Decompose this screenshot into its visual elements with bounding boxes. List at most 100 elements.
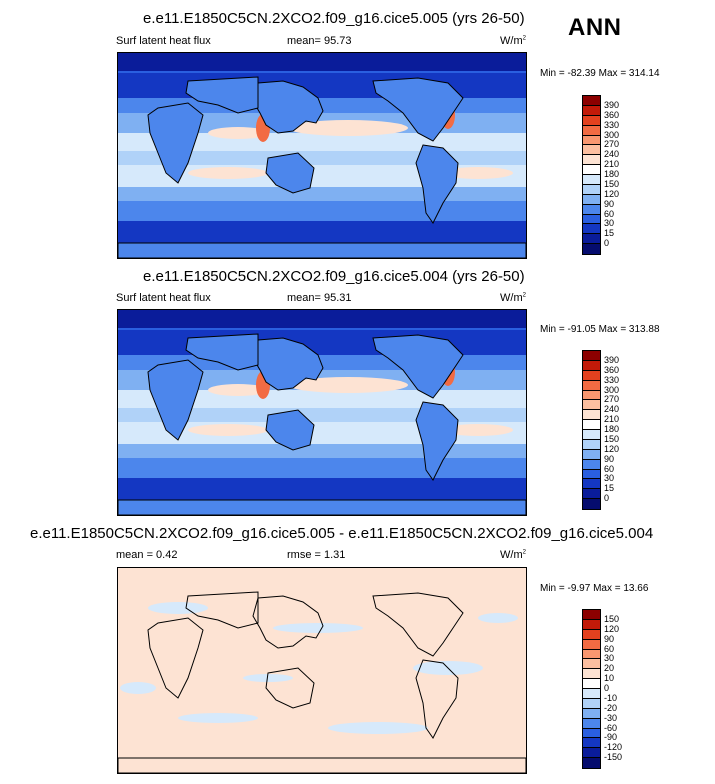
colorbar-tick-label: 360	[604, 364, 620, 375]
panel-2-units: W/m2	[500, 292, 526, 304]
colorbar-tick-label: 15	[604, 483, 615, 494]
map-field	[118, 53, 526, 258]
colorbar-tick-label: 300	[604, 129, 620, 140]
colorbar-swatch	[583, 370, 600, 381]
panel-1-mean: mean= 95.73	[287, 35, 352, 47]
colorbar-tick-label: 150	[604, 178, 620, 189]
colorbar-swatch	[583, 244, 600, 254]
colorbar-tick-label: 30	[604, 653, 615, 664]
colorbar-tick-label: 270	[604, 394, 620, 405]
colorbar-swatch	[583, 390, 600, 401]
colorbar-swatch	[583, 155, 600, 166]
colorbar-swatch	[583, 499, 600, 509]
panel-3-units: W/m2	[500, 549, 526, 561]
colorbar-swatch	[583, 679, 600, 689]
colorbar-tick-label: 120	[604, 443, 620, 454]
colorbar-swatch	[583, 400, 600, 411]
colorbar-tick-label: 270	[604, 139, 620, 150]
colorbar-tick-label: 0	[604, 238, 610, 249]
colorbar-tick-label: 15	[604, 228, 615, 239]
colorbar-swatch	[583, 351, 600, 361]
colorbar-tick-label: 390	[604, 99, 620, 110]
colorbar-swatch	[583, 410, 600, 421]
colorbar-tick-label: 180	[604, 424, 620, 434]
colorbar-tick-label: 90	[604, 198, 615, 209]
colorbar-swatch	[583, 659, 600, 670]
colorbar-tick-label: 60	[604, 208, 615, 219]
colorbar-swatch	[583, 718, 600, 729]
colorbar-swatch	[583, 360, 600, 371]
colorbar-swatch	[583, 669, 600, 680]
panel-2-title: e.e11.E1850C5CN.2XCO2.f09_g16.cice5.004 …	[143, 268, 525, 285]
colorbar-tick-label: 0	[604, 493, 610, 504]
panel-1-minmax: Min = -82.39 Max = 314.14	[540, 68, 660, 79]
panel-1-title: e.e11.E1850C5CN.2XCO2.f09_g16.cice5.005 …	[143, 10, 525, 27]
colorbar-swatch	[583, 728, 600, 739]
colorbar-swatch	[583, 145, 600, 156]
colorbar-tick-label: -30	[604, 712, 618, 723]
map-field	[118, 310, 526, 515]
colorbar-tick-label: 150	[604, 613, 620, 624]
colorbar-tick-label: 390	[604, 354, 620, 365]
colorbar-swatch	[583, 430, 600, 440]
colorbar-swatch	[583, 380, 600, 391]
colorbar-swatch	[583, 184, 600, 195]
colorbar-swatch	[583, 165, 600, 175]
panel-2-minmax: Min = -91.05 Max = 313.88	[540, 324, 660, 335]
colorbar-tick-label: 10	[604, 673, 615, 684]
colorbar-swatch	[583, 639, 600, 650]
colorbar-tick-label: 60	[604, 643, 615, 654]
colorbar-swatch	[583, 420, 600, 430]
colorbar-swatch	[583, 204, 600, 215]
colorbar-tick-label: -60	[604, 722, 618, 733]
colorbar-swatch	[583, 105, 600, 116]
colorbar-swatch	[583, 115, 600, 126]
colorbar-tick-label: 240	[604, 404, 620, 415]
colorbar-tick-label: 120	[604, 623, 620, 634]
colorbar-swatch	[583, 224, 600, 235]
colorbar-tick-label: 30	[604, 473, 615, 484]
colorbar-tick-label: -10	[604, 692, 618, 703]
colorbar-tick-label: 60	[604, 463, 615, 474]
colorbar-swatch	[583, 194, 600, 205]
colorbar-swatch	[583, 489, 600, 500]
panel-1-units: W/m2	[500, 35, 526, 47]
colorbar-tick-label: 240	[604, 149, 620, 160]
colorbar-tick-label: -90	[604, 732, 618, 743]
panel-2-map	[117, 309, 527, 516]
colorbar-swatch	[583, 125, 600, 136]
colorbar-tick-label: 150	[604, 433, 620, 444]
colorbar-swatch	[583, 629, 600, 640]
colorbar-swatch	[583, 449, 600, 460]
colorbar-tick-label: -150	[604, 752, 623, 763]
colorbar-swatch	[583, 135, 600, 146]
colorbar-tick-label: 300	[604, 384, 620, 395]
colorbar-swatch	[583, 738, 600, 749]
colorbar-tick-label: 90	[604, 453, 615, 464]
panel-3-colorbar	[582, 609, 601, 769]
season-label: ANN	[568, 14, 622, 41]
colorbar-tick-label: 180	[604, 169, 620, 179]
colorbar-tick-label: -120	[604, 742, 623, 753]
colorbar-swatch	[583, 469, 600, 480]
colorbar-swatch	[583, 748, 600, 759]
panel-2-colorbar	[582, 350, 601, 510]
colorbar-tick-label: 20	[604, 663, 615, 674]
colorbar-swatch	[583, 708, 600, 719]
colorbar-tick-label: 30	[604, 218, 615, 229]
colorbar-swatch	[583, 439, 600, 450]
colorbar-swatch	[583, 175, 600, 185]
colorbar-tick-label: 210	[604, 414, 620, 425]
panel-1-colorbar	[582, 95, 601, 255]
panel-1-variable-label: Surf latent heat flux	[116, 35, 211, 47]
colorbar-tick-label: 330	[604, 374, 620, 385]
panel-1-map	[117, 52, 527, 259]
colorbar-swatch	[583, 234, 600, 245]
colorbar-tick-label: 0	[604, 683, 610, 693]
colorbar-swatch	[583, 758, 600, 768]
colorbar-swatch	[583, 619, 600, 630]
colorbar-tick-label: -20	[604, 702, 618, 713]
map-field	[118, 568, 526, 773]
colorbar-tick-label: 90	[604, 633, 615, 644]
panel-3-rmse: rmse = 1.31	[287, 549, 346, 561]
